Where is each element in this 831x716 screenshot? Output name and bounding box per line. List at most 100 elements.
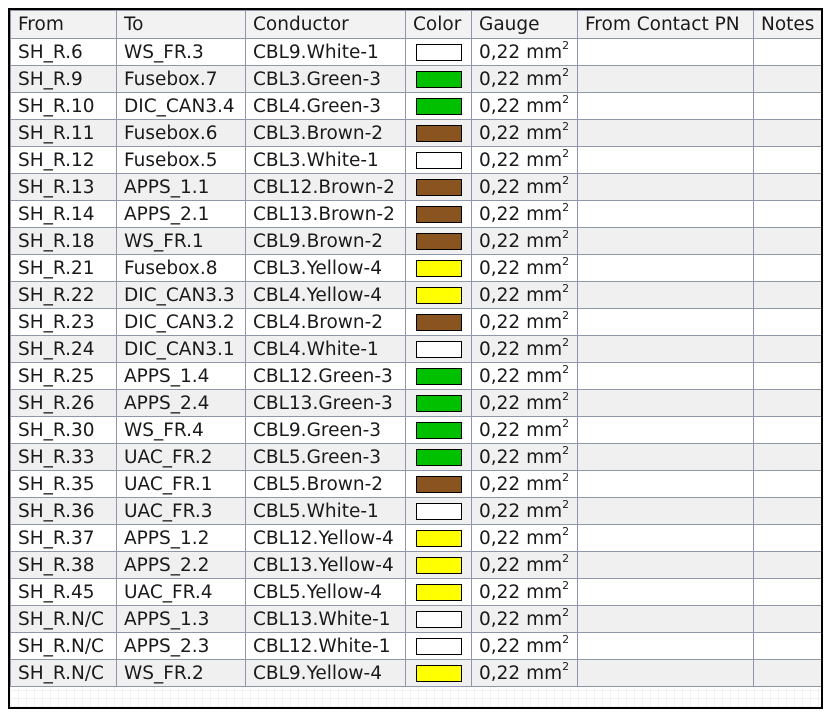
table-row[interactable]: SH_R.35 UAC_FR.1 CBL5.Brown-2 0,22 mm2 — [10, 470, 821, 498]
table-row[interactable]: SH_R.11 Fusebox.6 CBL3.Brown-2 0,22 mm2 — [10, 119, 821, 147]
cell-from-contact-pn[interactable] — [577, 416, 754, 444]
cell-notes[interactable] — [753, 92, 821, 120]
cell-notes[interactable] — [753, 578, 821, 606]
cell-conductor[interactable]: CBL13.White-1 — [245, 605, 406, 633]
cell-from-contact-pn[interactable] — [577, 632, 754, 660]
cell-color[interactable] — [405, 65, 472, 93]
cell-from[interactable]: SH_R.11 — [10, 119, 117, 147]
cell-from[interactable]: SH_R.25 — [10, 362, 117, 390]
cell-notes[interactable] — [753, 389, 821, 417]
cell-to[interactable]: UAC_FR.1 — [116, 470, 246, 498]
cell-color[interactable] — [405, 173, 472, 201]
table-row[interactable]: SH_R.25 APPS_1.4 CBL12.Green-3 0,22 mm2 — [10, 362, 821, 390]
cell-from[interactable]: SH_R.9 — [10, 65, 117, 93]
cell-to[interactable]: UAC_FR.4 — [116, 578, 246, 606]
table-row[interactable]: SH_R.37 APPS_1.2 CBL12.Yellow-4 0,22 mm2 — [10, 524, 821, 552]
table-row[interactable]: SH_R.6 WS_FR.3 CBL9.White-1 0,22 mm2 — [10, 38, 821, 66]
cell-from-contact-pn[interactable] — [577, 173, 754, 201]
cell-from-contact-pn[interactable] — [577, 362, 754, 390]
cell-gauge[interactable]: 0,22 mm2 — [471, 605, 578, 633]
cell-color[interactable] — [405, 470, 472, 498]
cell-from-contact-pn[interactable] — [577, 119, 754, 147]
cell-color[interactable] — [405, 416, 472, 444]
cell-gauge[interactable]: 0,22 mm2 — [471, 443, 578, 471]
cell-from[interactable]: SH_R.23 — [10, 308, 117, 336]
cell-conductor[interactable]: CBL13.Yellow-4 — [245, 551, 406, 579]
cell-conductor[interactable]: CBL12.Green-3 — [245, 362, 406, 390]
cell-conductor[interactable]: CBL13.Brown-2 — [245, 200, 406, 228]
table-row[interactable]: SH_R.N/C APPS_1.3 CBL13.White-1 0,22 mm2 — [10, 605, 821, 633]
cell-color[interactable] — [405, 335, 472, 363]
cell-from[interactable]: SH_R.33 — [10, 443, 117, 471]
cell-conductor[interactable]: CBL12.Brown-2 — [245, 173, 406, 201]
cell-from[interactable]: SH_R.36 — [10, 497, 117, 525]
cell-color[interactable] — [405, 362, 472, 390]
cell-from-contact-pn[interactable] — [577, 227, 754, 255]
cell-conductor[interactable]: CBL9.White-1 — [245, 38, 406, 66]
cell-conductor[interactable]: CBL3.White-1 — [245, 146, 406, 174]
cell-to[interactable]: Fusebox.5 — [116, 146, 246, 174]
cell-conductor[interactable]: CBL9.Brown-2 — [245, 227, 406, 255]
cell-to[interactable]: Fusebox.8 — [116, 254, 246, 282]
table-row[interactable]: SH_R.26 APPS_2.4 CBL13.Green-3 0,22 mm2 — [10, 389, 821, 417]
cell-gauge[interactable]: 0,22 mm2 — [471, 659, 578, 687]
cell-color[interactable] — [405, 524, 472, 552]
table-row[interactable]: SH_R.9 Fusebox.7 CBL3.Green-3 0,22 mm2 — [10, 65, 821, 93]
cell-gauge[interactable]: 0,22 mm2 — [471, 497, 578, 525]
table-row[interactable]: SH_R.22 DIC_CAN3.3 CBL4.Yellow-4 0,22 mm2 — [10, 281, 821, 309]
cell-conductor[interactable]: CBL5.White-1 — [245, 497, 406, 525]
cell-notes[interactable] — [753, 281, 821, 309]
cell-gauge[interactable]: 0,22 mm2 — [471, 65, 578, 93]
cell-gauge[interactable]: 0,22 mm2 — [471, 146, 578, 174]
cell-gauge[interactable]: 0,22 mm2 — [471, 416, 578, 444]
cell-gauge[interactable]: 0,22 mm2 — [471, 200, 578, 228]
cell-from-contact-pn[interactable] — [577, 200, 754, 228]
cell-gauge[interactable]: 0,22 mm2 — [471, 389, 578, 417]
cell-from-contact-pn[interactable] — [577, 65, 754, 93]
cell-to[interactable]: APPS_2.2 — [116, 551, 246, 579]
cell-notes[interactable] — [753, 227, 821, 255]
cell-from-contact-pn[interactable] — [577, 254, 754, 282]
cell-from[interactable]: SH_R.14 — [10, 200, 117, 228]
cell-from-contact-pn[interactable] — [577, 281, 754, 309]
column-header-to[interactable]: To — [116, 10, 246, 39]
cell-from-contact-pn[interactable] — [577, 497, 754, 525]
cell-notes[interactable] — [753, 335, 821, 363]
cell-to[interactable]: DIC_CAN3.4 — [116, 92, 246, 120]
cell-conductor[interactable]: CBL9.Yellow-4 — [245, 659, 406, 687]
table-row[interactable]: SH_R.33 UAC_FR.2 CBL5.Green-3 0,22 mm2 — [10, 443, 821, 471]
column-header-gauge[interactable]: Gauge — [471, 10, 578, 39]
cell-to[interactable]: APPS_2.4 — [116, 389, 246, 417]
cell-notes[interactable] — [753, 200, 821, 228]
cell-to[interactable]: WS_FR.1 — [116, 227, 246, 255]
cell-to[interactable]: DIC_CAN3.1 — [116, 335, 246, 363]
cell-from[interactable]: SH_R.N/C — [10, 659, 117, 687]
cell-notes[interactable] — [753, 524, 821, 552]
cell-notes[interactable] — [753, 119, 821, 147]
cell-gauge[interactable]: 0,22 mm2 — [471, 632, 578, 660]
cell-from[interactable]: SH_R.38 — [10, 551, 117, 579]
cell-notes[interactable] — [753, 632, 821, 660]
cell-conductor[interactable]: CBL3.Green-3 — [245, 65, 406, 93]
column-header-notes[interactable]: Notes — [753, 10, 821, 39]
cell-gauge[interactable]: 0,22 mm2 — [471, 92, 578, 120]
cell-from-contact-pn[interactable] — [577, 308, 754, 336]
cell-gauge[interactable]: 0,22 mm2 — [471, 335, 578, 363]
cell-color[interactable] — [405, 443, 472, 471]
cell-gauge[interactable]: 0,22 mm2 — [471, 308, 578, 336]
table-row[interactable]: SH_R.N/C APPS_2.3 CBL12.White-1 0,22 mm2 — [10, 632, 821, 660]
cell-from-contact-pn[interactable] — [577, 443, 754, 471]
cell-from-contact-pn[interactable] — [577, 605, 754, 633]
cell-to[interactable]: WS_FR.3 — [116, 38, 246, 66]
cell-from-contact-pn[interactable] — [577, 659, 754, 687]
cell-from[interactable]: SH_R.10 — [10, 92, 117, 120]
table-row[interactable]: SH_R.36 UAC_FR.3 CBL5.White-1 0,22 mm2 — [10, 497, 821, 525]
cell-from[interactable]: SH_R.37 — [10, 524, 117, 552]
table-row[interactable]: SH_R.18 WS_FR.1 CBL9.Brown-2 0,22 mm2 — [10, 227, 821, 255]
cell-color[interactable] — [405, 146, 472, 174]
table-row[interactable]: SH_R.30 WS_FR.4 CBL9.Green-3 0,22 mm2 — [10, 416, 821, 444]
cell-from[interactable]: SH_R.18 — [10, 227, 117, 255]
cell-from-contact-pn[interactable] — [577, 578, 754, 606]
cell-gauge[interactable]: 0,22 mm2 — [471, 362, 578, 390]
cell-color[interactable] — [405, 308, 472, 336]
